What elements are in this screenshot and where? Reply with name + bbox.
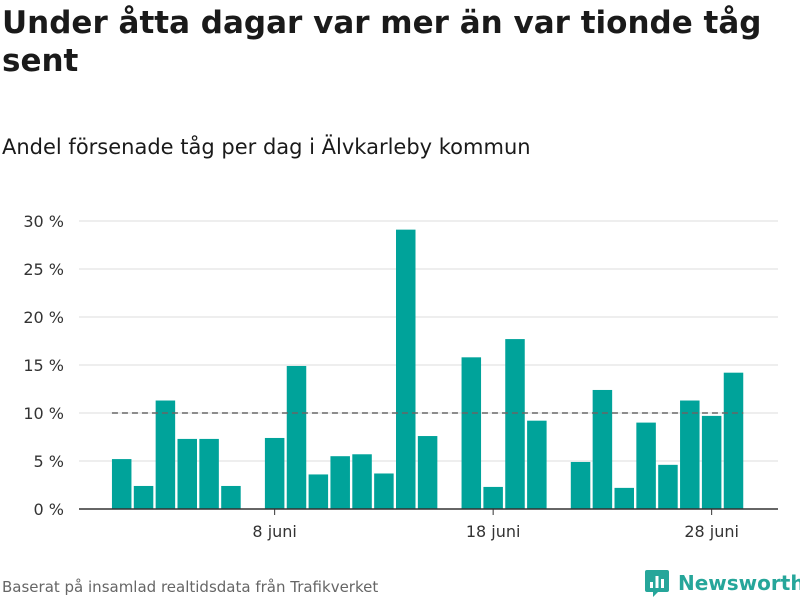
x-tick-label: 28 juni (684, 522, 739, 541)
bar (417, 436, 438, 509)
y-tick-label: 25 % (23, 260, 64, 279)
bar (133, 485, 154, 509)
bar (680, 400, 700, 509)
bar (723, 372, 744, 509)
bar (264, 437, 285, 509)
bar-chart-icon (645, 570, 669, 597)
bar (155, 400, 176, 509)
y-tick-label: 0 % (34, 500, 64, 519)
bar (461, 357, 482, 509)
y-axis-ticks: 0 % 5 % 10 % 15 % 20 % 25 % 30 % (23, 212, 64, 519)
bar (701, 415, 722, 509)
y-tick-label: 15 % (23, 356, 64, 375)
brand-logo[interactable]: Newsworthy (644, 568, 800, 598)
bars (111, 229, 744, 509)
brand-name: Newsworthy (678, 571, 800, 595)
bar (636, 422, 656, 509)
bar (483, 486, 503, 509)
x-axis-ticks: 8 juni 18 juni 28 juni (252, 509, 739, 541)
x-tick-label: 8 juni (252, 522, 296, 541)
bar (177, 438, 197, 509)
bar (527, 420, 547, 509)
chart-subtitle: Andel försenade tåg per dag i Älvkarleby… (2, 135, 531, 159)
bar (330, 456, 350, 509)
x-tick-label: 18 juni (466, 522, 521, 541)
bar (396, 229, 416, 509)
bar (592, 389, 613, 509)
chart-title: Under åtta dagar var mer än var tionde t… (2, 5, 762, 79)
bar (111, 459, 132, 509)
bar (614, 487, 634, 509)
y-tick-label: 20 % (23, 308, 64, 327)
bar (199, 438, 219, 509)
y-tick-label: 5 % (34, 452, 64, 471)
bar-chart: 0 % 5 % 10 % 15 % 20 % 25 % 30 % 8 juni 18 juni… (23, 212, 778, 541)
bar (505, 339, 525, 509)
bar (352, 454, 372, 509)
bar (658, 464, 678, 509)
gridlines (79, 220, 778, 462)
bar (374, 473, 394, 509)
bar (286, 365, 307, 509)
y-tick-label: 10 % (23, 404, 64, 423)
bar (308, 474, 329, 509)
bar (570, 461, 591, 509)
bar (221, 485, 241, 509)
source-note: Baserat på insamlad realtidsdata från Tr… (2, 578, 379, 596)
y-tick-label: 30 % (23, 212, 64, 231)
